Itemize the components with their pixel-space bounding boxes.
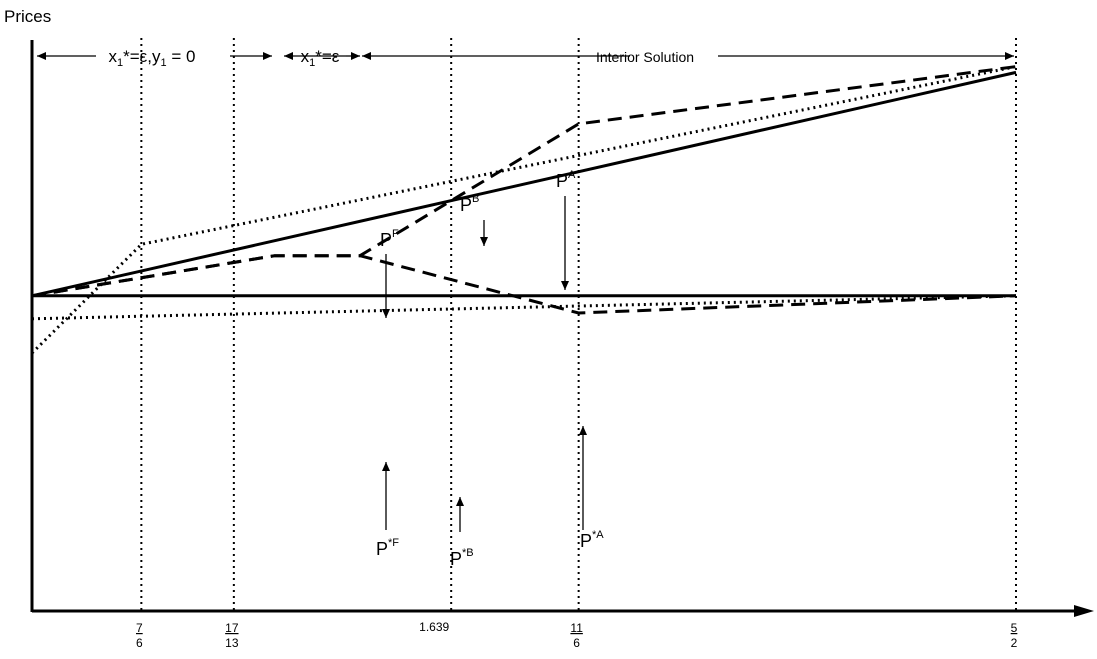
series-label-star-F: P*F	[376, 462, 399, 559]
series-label-A: PA	[556, 169, 576, 290]
svg-text:P*A: P*A	[580, 529, 604, 551]
svg-text:x1*=ε,y1 = 0: x1*=ε,y1 = 0	[109, 47, 196, 69]
x-axis-arrowhead	[1074, 605, 1094, 617]
series-label-F: PF	[380, 228, 399, 318]
svg-text:1.639: 1.639	[419, 620, 449, 634]
series-line-B	[30, 65, 1017, 355]
svg-text:2: 2	[1011, 636, 1018, 650]
region-0: x1*=ε,y1 = 0	[37, 47, 272, 69]
svg-text:P*B: P*B	[450, 547, 474, 569]
series-layer	[30, 65, 1017, 355]
svg-text:7: 7	[136, 621, 143, 635]
svg-text:6: 6	[136, 636, 143, 650]
series-labels: PF PB PA P*F P*B P*A	[376, 169, 604, 569]
series-line-star-A	[31, 254, 1017, 315]
svg-text:x1*=ε: x1*=ε	[301, 47, 340, 69]
svg-text:17: 17	[225, 621, 239, 635]
svg-text:P*F: P*F	[376, 537, 399, 559]
series-line-F	[31, 70, 1017, 298]
y-axis-label: Prices	[4, 7, 51, 26]
svg-text:6: 6	[573, 636, 580, 650]
x-tick-4: 52	[1011, 621, 1018, 650]
series-label-star-A: P*A	[579, 426, 604, 551]
series-label-B: PB	[460, 193, 488, 246]
series-label-star-B: P*B	[450, 497, 474, 569]
region-1: x1*=ε	[284, 47, 360, 69]
svg-text:Interior Solution: Interior Solution	[596, 49, 694, 65]
svg-text:5: 5	[1011, 621, 1018, 635]
x-tick-2: 1.639	[419, 620, 449, 634]
x-tick-3: 116	[570, 621, 583, 650]
vertical-guides	[140, 38, 1017, 611]
series-line-star-B	[31, 294, 1017, 321]
svg-text:13: 13	[225, 636, 239, 650]
svg-text:PB: PB	[460, 193, 479, 215]
x-tick-0: 76	[136, 621, 143, 650]
svg-text:11: 11	[570, 621, 583, 635]
region-2: Interior Solution	[362, 49, 1014, 65]
svg-text:PF: PF	[380, 228, 399, 250]
region-annotations: x1*=ε,y1 = 0 x1*=ε Interior Solution	[37, 47, 1014, 69]
svg-text:PA: PA	[556, 169, 576, 191]
